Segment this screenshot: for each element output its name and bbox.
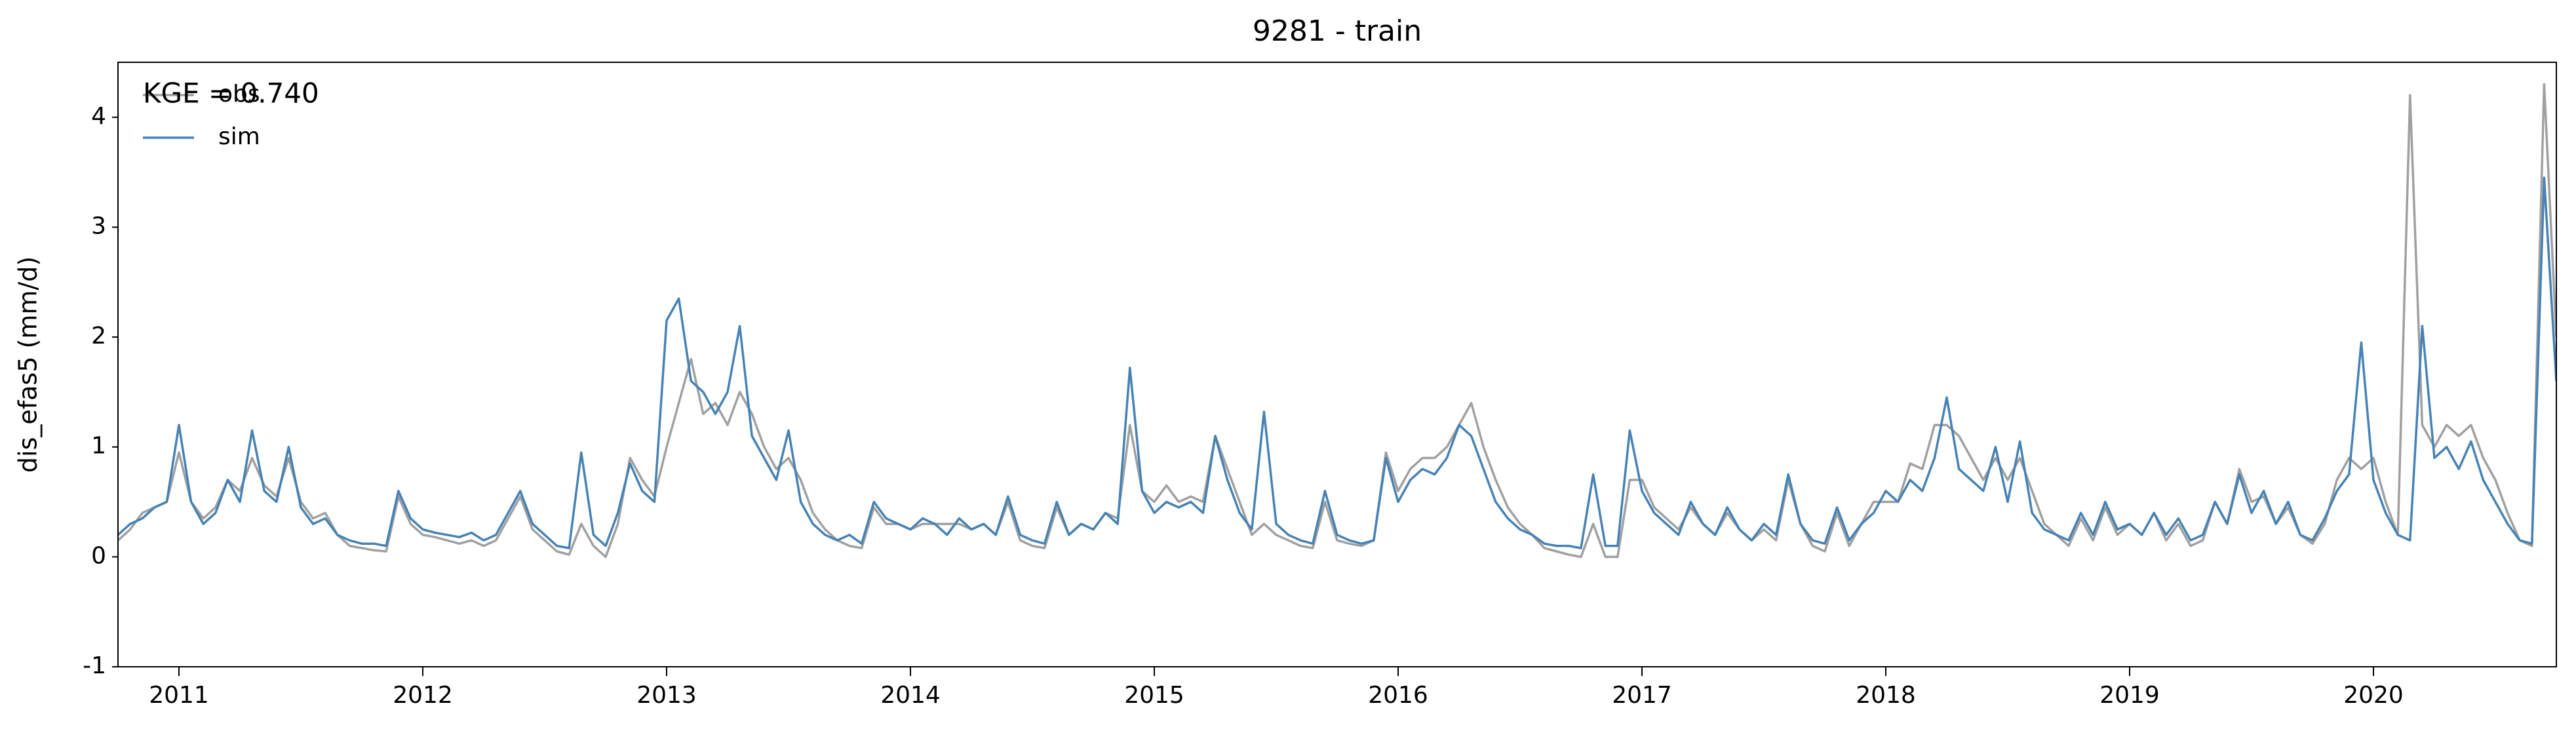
annotation: KGE = 0.740 (143, 77, 319, 109)
x-tick-label: 2011 (149, 682, 209, 709)
x-tick-label: 2014 (880, 682, 941, 709)
y-tick-label: 1 (91, 433, 106, 460)
x-tick-label: 2018 (1856, 682, 1916, 709)
plot-frame (117, 62, 2557, 667)
x-tick-label: 2016 (1368, 682, 1428, 709)
y-tick-label: 4 (91, 103, 106, 130)
y-axis-label: dis_efas5 (mm/d) (14, 256, 43, 473)
x-tick-label: 2019 (2099, 682, 2160, 709)
x-tick-label: 2012 (393, 682, 453, 709)
series-line (118, 176, 2556, 549)
y-tick-label: -1 (83, 652, 106, 679)
y-tick-label: 2 (91, 323, 106, 349)
x-tick-label: 2015 (1124, 682, 1184, 709)
x-tick-label: 2020 (2343, 682, 2404, 709)
x-tick-label: 2013 (636, 682, 697, 709)
legend-label: obs (218, 81, 260, 108)
y-tick-label: 0 (91, 542, 106, 569)
series-line (118, 83, 2556, 559)
chart-title: 9281 - train (1253, 14, 1422, 48)
y-tick-label: 3 (91, 212, 106, 239)
legend-label: sim (218, 123, 260, 150)
x-tick-label: 2017 (1612, 682, 1672, 709)
